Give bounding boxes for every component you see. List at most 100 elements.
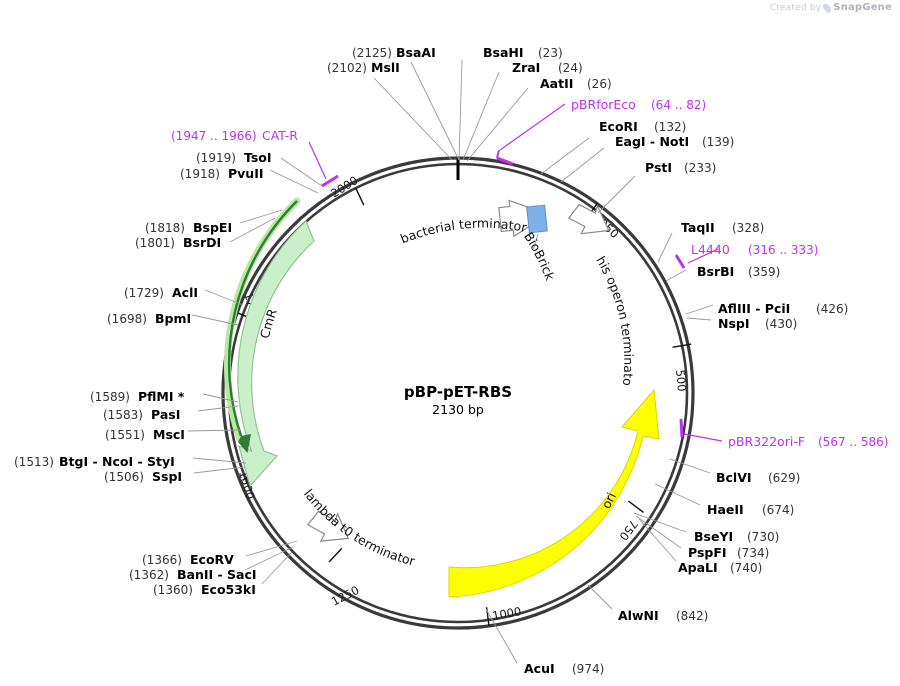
label-pspfi[interactable]: PspFI (734) (688, 545, 769, 560)
position-1583: (1583) (103, 408, 143, 422)
label-cat-r[interactable]: (1947 .. 1966) CAT-R (171, 128, 298, 143)
primer-cat-r: CAT-R (262, 128, 298, 143)
enzyme-bspei: BspEI (193, 220, 232, 235)
feature-label-ori: ori (598, 490, 619, 511)
snapgene-watermark: Created by SnapGene (769, 1, 892, 14)
tick-label-500: 500 (673, 369, 689, 392)
primer-l4440: L4440 (691, 242, 730, 257)
feature-lambda-t0-terminator[interactable] (304, 503, 356, 553)
enzyme-alwni: AlwNI (618, 608, 659, 623)
watermark-brand: SnapGene (833, 2, 892, 13)
enzyme-ecori: EcoRI (599, 119, 638, 134)
position-1360: (1360) (153, 583, 193, 597)
enzyme-acui: AcuI (524, 661, 555, 676)
position-1551: (1551) (105, 428, 145, 442)
label-aflliii-pcii[interactable]: AflIII - PciI (426) (718, 301, 848, 316)
label-nspi[interactable]: NspI (430) (718, 316, 797, 331)
label-taqii[interactable]: TaqII (328) (681, 220, 764, 235)
primer-pbr322ori-f: pBR322ori-F (728, 434, 805, 449)
position-426: (426) (816, 302, 848, 316)
label-aatii[interactable]: AatII (26) (540, 76, 612, 91)
leader-lines (187, 59, 723, 664)
position-359: (359) (748, 265, 780, 279)
label-alwni[interactable]: AlwNI (842) (618, 608, 708, 623)
feature-biobrick-prefix[interactable] (526, 204, 548, 251)
label-pasi[interactable]: (1583) PasI (103, 407, 180, 422)
position-1919: (1919) (196, 151, 236, 165)
position-1513: (1513) (14, 455, 54, 469)
position-139: (139) (702, 135, 734, 149)
enzyme-bsrdi: BsrDI (183, 235, 221, 250)
tick-label-1000: 1000 (491, 604, 522, 623)
label-bsrbi[interactable]: BsrBI (359) (697, 264, 780, 279)
tick-label-750: 750 (616, 517, 640, 543)
label-bsaai[interactable]: (2125) BsaAI (352, 45, 436, 60)
label-eagi-noti[interactable]: EagI - NotI (139) (615, 134, 734, 149)
position-1589: (1589) (90, 390, 130, 404)
enzyme-ecorv: EcoRV (190, 552, 234, 567)
position-1366: (1366) (142, 553, 182, 567)
position-1818: (1818) (145, 221, 185, 235)
label-ecori[interactable]: EcoRI (132) (599, 119, 686, 134)
label-apali[interactable]: ApaLI (740) (678, 560, 762, 575)
label-bsrdi[interactable]: (1801) BsrDI (135, 235, 221, 250)
enzyme-psti: PstI (645, 160, 672, 175)
label-pbrforeco[interactable]: pBRforEco (64 .. 82) (571, 97, 706, 112)
enzyme-banii-saci: BanII - SacI (177, 567, 257, 582)
position-674: (674) (762, 503, 794, 517)
enzyme-bseyi: BseYI (694, 529, 733, 544)
position-316-333: (316 .. 333) (748, 243, 818, 257)
label-pbr322ori-f[interactable]: pBR322ori-F (567 .. 586) (728, 434, 888, 449)
feature-ori[interactable] (448, 388, 660, 598)
label-l4440[interactable]: L4440 (316 .. 333) (691, 242, 818, 257)
enzyme-pasi: PasI (151, 407, 180, 422)
label-acui[interactable]: AcuI (974) (524, 661, 604, 676)
label-psti[interactable]: PstI (233) (645, 160, 716, 175)
enzyme-eagi-noti: EagI - NotI (615, 134, 689, 149)
feature-cmr[interactable] (237, 220, 315, 488)
enzyme-pspfi: PspFI (688, 545, 727, 560)
label-bseyi[interactable]: BseYI (730) (694, 529, 779, 544)
enzyme-zrai: ZraI (512, 60, 540, 75)
position-629: (629) (768, 471, 800, 485)
label-btgi-ncoi-styi[interactable]: (1513) BtgI - NcoI - StyI (14, 454, 175, 469)
label-msci[interactable]: (1551) MscI (105, 427, 185, 442)
position-1947-1966: (1947 .. 1966) (171, 129, 257, 143)
position-730: (730) (747, 530, 779, 544)
position-1362: (1362) (129, 568, 169, 582)
feature-bacterial-terminator[interactable] (498, 199, 532, 238)
enzyme-btgi-ncoi-styi: BtgI - NcoI - StyI (59, 454, 175, 469)
enzyme-aatii: AatII (540, 76, 573, 91)
label-haeii[interactable]: HaeII (674) (707, 502, 794, 517)
label-bspei[interactable]: (1818) BspEI (145, 220, 232, 235)
enzyme-nspi: NspI (718, 316, 750, 331)
position-1801: (1801) (135, 236, 175, 250)
enzyme-bclvi: BclVI (716, 470, 752, 485)
position-567-586: (567 .. 586) (818, 435, 888, 449)
primer-pbrforeco: pBRforEco (571, 97, 636, 112)
position-328: (328) (732, 221, 764, 235)
position-2102: (2102) (327, 61, 367, 75)
label-zrai[interactable]: ZraI (24) (512, 60, 583, 75)
tick-label-2000: 2000 (328, 173, 360, 200)
label-acli[interactable]: (1729) AclI (124, 285, 198, 300)
label-pflmi[interactable]: (1589) PflMI * (90, 389, 185, 404)
enzyme-msli: MslI (371, 60, 400, 75)
enzyme-eco53ki: Eco53kI (201, 582, 256, 597)
label-bsahi[interactable]: BsaHI (23) (483, 45, 563, 60)
label-msli[interactable]: (2102) MslI (327, 60, 400, 75)
position-132: (132) (654, 120, 686, 134)
label-sspi[interactable]: (1506) SspI (104, 469, 182, 484)
enzyme-acli: AclI (172, 285, 198, 300)
label-tsoi[interactable]: (1919) TsoI (196, 150, 272, 165)
label-bpmi[interactable]: (1698) BpmI (107, 311, 191, 326)
enzyme-haeii: HaeII (707, 502, 744, 517)
watermark-prefix: Created by (769, 2, 822, 13)
label-ecorv[interactable]: (1366) EcoRV (142, 552, 234, 567)
label-pvuii[interactable]: (1918) PvuII (180, 166, 264, 181)
label-banii-saci[interactable]: (1362) BanII - SacI (129, 567, 257, 582)
position-2125: (2125) (352, 46, 392, 60)
label-bclvi[interactable]: BclVI (629) (716, 470, 800, 485)
label-eco53ki[interactable]: (1360) Eco53kI (153, 582, 256, 597)
